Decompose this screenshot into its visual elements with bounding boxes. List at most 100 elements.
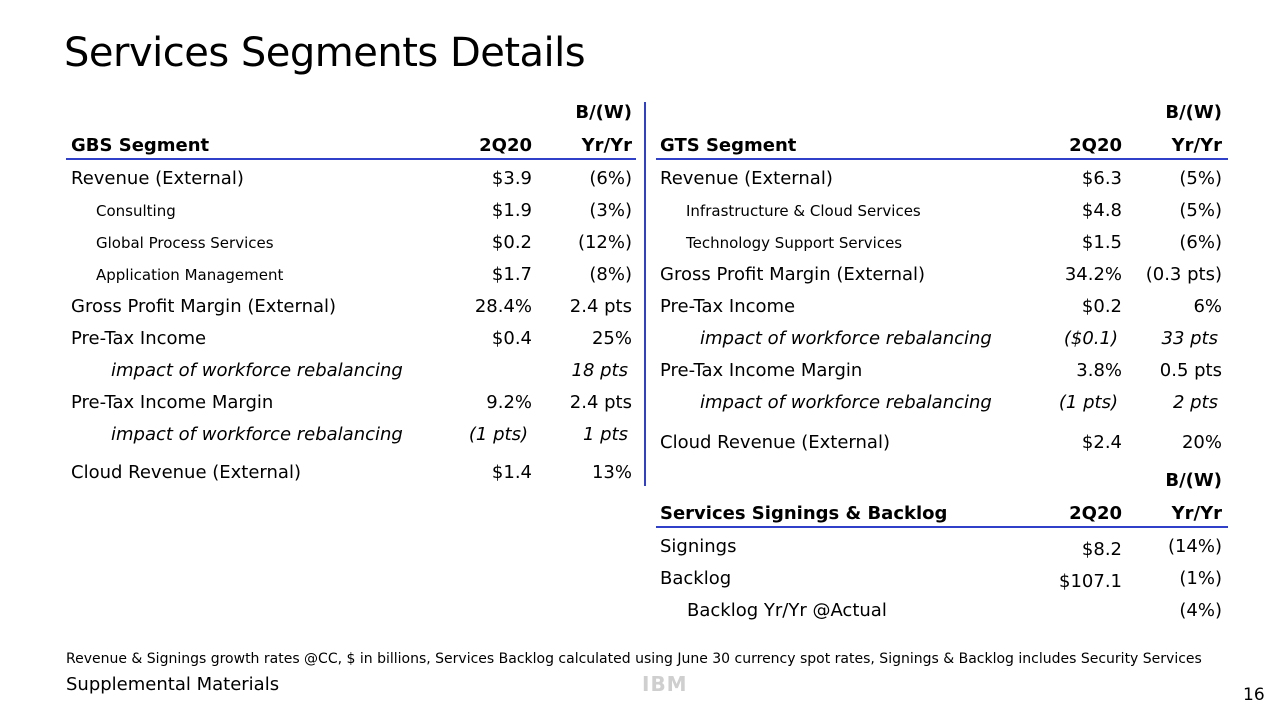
row-value: ($0.1) [1063, 328, 1118, 349]
table-row: impact of workforce rebalancing ($0.1) 3… [656, 328, 1228, 360]
row-label: Backlog [660, 568, 732, 589]
row-yr: (1%) [1179, 568, 1222, 589]
row-label: Gross Profit Margin (External) [660, 264, 926, 285]
row-label: impact of workforce rebalancing [111, 424, 403, 445]
table-row: Cloud Revenue (External) $1.4 13% [66, 462, 636, 494]
signings-header-yr: Yr/Yr [1171, 503, 1222, 524]
table-row: Technology Support Services $1.5 (6%) [656, 232, 1228, 264]
row-label: Revenue (External) [660, 168, 833, 189]
row-yr: 2.4 pts [569, 296, 632, 317]
gbs-header-yr: Yr/Yr [581, 135, 632, 156]
row-value: $0.4 [491, 328, 532, 349]
table-row: Application Management $1.7 (8%) [66, 264, 636, 296]
row-value: $8.2 [1081, 539, 1122, 560]
table-row: Pre-Tax Income Margin 9.2% 2.4 pts [66, 392, 636, 424]
row-yr: (5%) [1179, 168, 1222, 189]
gts-header-row: GTS Segment 2Q20 Yr/Yr [656, 135, 1228, 167]
table-row: Cloud Revenue (External) $2.4 20% [656, 432, 1228, 464]
row-yr: 0.5 pts [1159, 360, 1222, 381]
table-row: Pre-Tax Income $0.4 25% [66, 328, 636, 360]
row-yr: (0.3 pts) [1145, 264, 1222, 285]
table-row: Pre-Tax Income Margin 3.8% 0.5 pts [656, 360, 1228, 392]
row-value: 34.2% [1064, 264, 1122, 285]
row-label: Technology Support Services [686, 234, 903, 252]
row-label: Signings [660, 536, 737, 557]
row-label: impact of workforce rebalancing [700, 328, 992, 349]
gts-header-rule [656, 158, 1228, 160]
row-value: $1.5 [1081, 232, 1122, 253]
row-label: Pre-Tax Income Margin [660, 360, 863, 381]
page-number: 16 [1243, 685, 1265, 705]
row-yr: 33 pts [1161, 328, 1219, 349]
row-label: Backlog Yr/Yr @Actual [687, 600, 887, 621]
table-row: impact of workforce rebalancing (1 pts) … [656, 392, 1228, 424]
table-row: Gross Profit Margin (External) 28.4% 2.4… [66, 296, 636, 328]
gbs-bw-label: B/(W) [575, 102, 632, 123]
footnote: Revenue & Signings growth rates @CC, $ i… [66, 651, 1202, 667]
row-value: $4.8 [1081, 200, 1122, 221]
row-value: $0.2 [491, 232, 532, 253]
row-yr: 1 pts [582, 424, 628, 445]
row-yr: 20% [1181, 432, 1222, 453]
row-value: 9.2% [486, 392, 532, 413]
gbs-header-rule [66, 158, 636, 160]
row-value: $1.9 [491, 200, 532, 221]
gbs-table: B/(W) GBS Segment 2Q20 Yr/Yr Revenue (Ex… [66, 102, 636, 492]
row-yr: 18 pts [571, 360, 629, 381]
table-row: Backlog Yr/Yr @Actual (4%) [656, 600, 1228, 632]
row-value: (1 pts) [1058, 392, 1118, 413]
row-yr: (6%) [589, 168, 632, 189]
signings-header-row: Services Signings & Backlog 2Q20 Yr/Yr [656, 503, 1228, 535]
gts-bw-row: B/(W) [656, 102, 1228, 134]
row-label: Global Process Services [96, 234, 274, 252]
row-yr: (8%) [589, 264, 632, 285]
row-label: Cloud Revenue (External) [660, 432, 890, 453]
page-title: Services Segments Details [64, 30, 586, 76]
signings-header-rule [656, 526, 1228, 528]
gts-header-period: 2Q20 [1069, 135, 1122, 156]
row-label: Consulting [96, 202, 176, 220]
signings-bw-label: B/(W) [1165, 470, 1222, 491]
row-label: Pre-Tax Income [660, 296, 796, 317]
table-row: impact of workforce rebalancing 18 pts [66, 360, 636, 392]
row-label: Pre-Tax Income Margin [71, 392, 274, 413]
ibm-logo: IBM [642, 672, 688, 696]
table-row: Revenue (External) $3.9 (6%) [66, 168, 636, 200]
row-yr: 13% [591, 462, 632, 483]
row-label: Cloud Revenue (External) [71, 462, 301, 483]
table-row: Infrastructure & Cloud Services $4.8 (5%… [656, 200, 1228, 232]
row-value: 3.8% [1076, 360, 1122, 381]
gbs-header-label: GBS Segment [71, 135, 210, 156]
table-row: Revenue (External) $6.3 (5%) [656, 168, 1228, 200]
row-value: $0.2 [1081, 296, 1122, 317]
table-row: Gross Profit Margin (External) 34.2% (0.… [656, 264, 1228, 296]
signings-bw-row: B/(W) [656, 470, 1228, 502]
row-label: impact of workforce rebalancing [700, 392, 992, 413]
row-label: Pre-Tax Income [71, 328, 207, 349]
row-value: 28.4% [474, 296, 532, 317]
column-divider [644, 102, 646, 486]
gts-table: B/(W) GTS Segment 2Q20 Yr/Yr Revenue (Ex… [656, 102, 1228, 462]
row-label: Application Management [96, 266, 284, 284]
row-label: Infrastructure & Cloud Services [686, 202, 921, 220]
supplemental-label: Supplemental Materials [66, 674, 280, 695]
table-row: Global Process Services $0.2 (12%) [66, 232, 636, 264]
row-label: impact of workforce rebalancing [111, 360, 403, 381]
gbs-bw-row: B/(W) [66, 102, 636, 134]
table-row: Consulting $1.9 (3%) [66, 200, 636, 232]
row-yr: (6%) [1179, 232, 1222, 253]
row-yr: (12%) [577, 232, 632, 253]
signings-header-period: 2Q20 [1069, 503, 1122, 524]
gts-bw-label: B/(W) [1165, 102, 1222, 123]
signings-header-label: Services Signings & Backlog [660, 503, 948, 524]
table-row: impact of workforce rebalancing (1 pts) … [66, 424, 636, 456]
row-yr: 6% [1193, 296, 1222, 317]
row-yr: 2.4 pts [569, 392, 632, 413]
table-row: Signings $8.2 (14%) [656, 536, 1228, 568]
row-value: $6.3 [1081, 168, 1122, 189]
row-yr: 25% [591, 328, 632, 349]
row-value: $3.9 [491, 168, 532, 189]
table-row: Backlog $107.1 (1%) [656, 568, 1228, 600]
gbs-header-row: GBS Segment 2Q20 Yr/Yr [66, 135, 636, 167]
row-yr: (4%) [1179, 600, 1222, 621]
